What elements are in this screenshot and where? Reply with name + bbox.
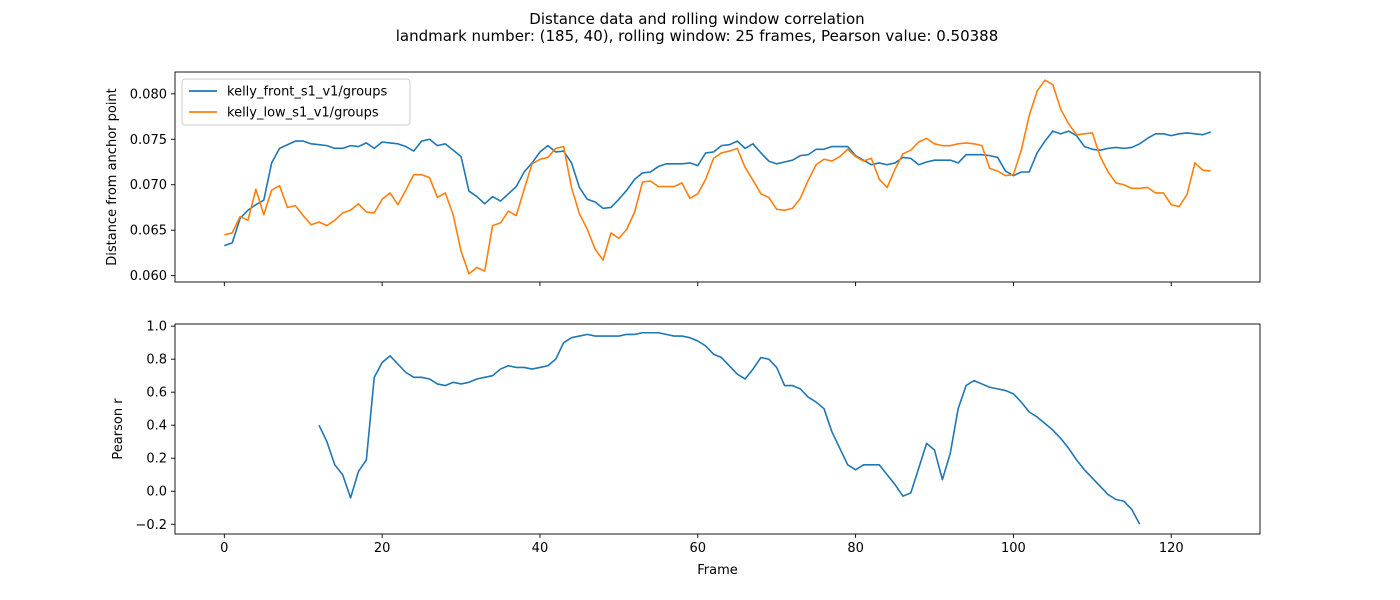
legend: kelly_front_s1_v1/groups kelly_low_s1_v1/… bbox=[181, 78, 411, 126]
pearson-y-tick-label: 0.8 bbox=[146, 353, 167, 368]
pearson-x-tick-label: 0 bbox=[220, 541, 228, 556]
distance-y-tick-label: 0.080 bbox=[130, 87, 167, 102]
distance-series-line-1 bbox=[224, 130, 1211, 247]
pearson-y-tick-label: −0.2 bbox=[135, 518, 167, 533]
pearson-x-tick-label: 20 bbox=[374, 541, 391, 556]
distance-y-tick-label: 0.075 bbox=[130, 133, 167, 148]
pearson-series-line-1 bbox=[318, 331, 1141, 525]
pearson-x-axis-label: Frame bbox=[697, 563, 738, 578]
distance-series-line-2 bbox=[224, 79, 1211, 275]
pearson-x-tick-label: 60 bbox=[689, 541, 706, 556]
pearson-axes-frame bbox=[174, 323, 1261, 535]
pearson-x-tick-label: 120 bbox=[1159, 541, 1184, 556]
distance-axes-frame bbox=[174, 71, 1261, 283]
legend-box bbox=[181, 78, 411, 126]
pearson-y-tick-label: 0.4 bbox=[146, 419, 167, 434]
figure-title-line1: Distance data and rolling window correla… bbox=[529, 10, 864, 28]
legend-label-2: kelly_low_s1_v1/groups bbox=[227, 106, 379, 121]
pearson-y-tick-label: 1.0 bbox=[146, 320, 167, 335]
distance-chart-panel: 0.060 0.065 0.070 0.075 0.080 Distance from a… bbox=[105, 71, 1261, 286]
pearson-chart-panel: 0 20 40 60 80 100 120 −0.2 0.0 0.2 0.4 0.6 0.8 1.0 Pea… bbox=[111, 320, 1261, 578]
distance-y-tick-label: 0.070 bbox=[130, 178, 167, 193]
pearson-x-tick-label: 80 bbox=[847, 541, 864, 556]
distance-y-tick-label: 0.060 bbox=[130, 269, 167, 284]
distance-y-tick-label: 0.065 bbox=[130, 224, 167, 239]
pearson-y-axis-label: Pearson r bbox=[111, 398, 126, 460]
pearson-x-tick-label: 100 bbox=[1001, 541, 1026, 556]
pearson-x-tick-label: 40 bbox=[532, 541, 549, 556]
pearson-y-tick-label: 0.6 bbox=[146, 386, 167, 401]
distance-y-axis-label: Distance from anchor point bbox=[105, 88, 120, 266]
figure-title-line2: landmark number: (185, 40), rolling wind… bbox=[396, 27, 999, 45]
legend-label-1: kelly_front_s1_v1/groups bbox=[227, 85, 388, 100]
pearson-y-tick-label: 0.0 bbox=[146, 485, 167, 500]
pearson-y-tick-label: 0.2 bbox=[146, 452, 167, 467]
